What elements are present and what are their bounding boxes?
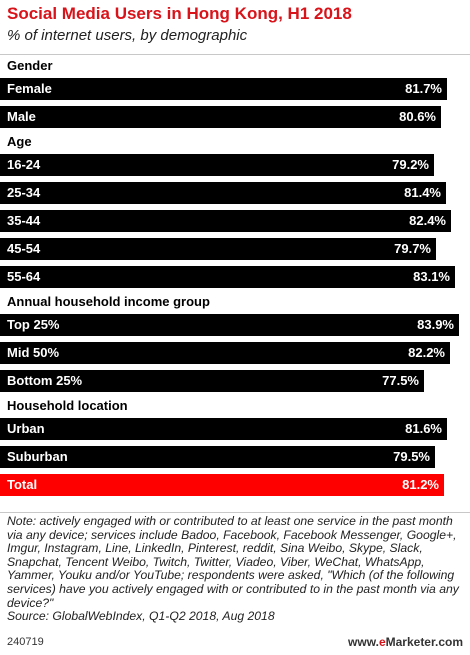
bar-category-label: Female — [7, 81, 52, 96]
bar-category-label: Total — [7, 477, 38, 492]
bar-value-label: 81.7% — [405, 81, 442, 96]
bar — [0, 154, 434, 176]
bar-category-label: 45-54 — [7, 241, 41, 256]
bar-chart: Gender Female 81.7% Male 80.6% Age 16-24 79.2% 2… — [0, 56, 470, 512]
bar-category-label: Top 25% — [7, 317, 60, 332]
bar — [0, 106, 441, 128]
note-text: Note: actively engaged with or contribut… — [7, 514, 459, 610]
bar-value-label: 83.9% — [417, 317, 454, 332]
bar-value-label: 77.5% — [382, 373, 419, 388]
bar — [0, 266, 455, 288]
bar — [0, 370, 424, 392]
bar — [0, 210, 451, 232]
group-heading: Gender — [7, 58, 53, 73]
bar — [0, 182, 446, 204]
chart-id: 240719 — [7, 636, 44, 648]
bar-category-label: 35-44 — [7, 213, 41, 228]
brand-suffix: Marketer.com — [385, 635, 463, 649]
bar-category-label: 55-64 — [7, 269, 41, 284]
chart-note: Note: actively engaged with or contribut… — [7, 514, 465, 624]
bar-value-label: 83.1% — [413, 269, 450, 284]
bar-category-label: Mid 50% — [7, 345, 60, 360]
chart-subtitle: % of internet users, by demographic — [7, 27, 248, 44]
bar — [0, 238, 436, 260]
group-heading: Household location — [7, 398, 128, 413]
bar — [0, 474, 444, 496]
chart-title: Social Media Users in Hong Kong, H1 2018 — [7, 4, 352, 23]
bar-value-label: 82.4% — [409, 213, 446, 228]
top-divider — [0, 54, 470, 55]
bar-category-label: 16-24 — [7, 157, 41, 172]
bar — [0, 446, 435, 468]
bar — [0, 418, 447, 440]
bar-category-label: Suburban — [7, 449, 68, 464]
bar-value-label: 81.4% — [404, 185, 441, 200]
brand-logo[interactable]: www.eMarketer.com — [348, 635, 463, 649]
bar-value-label: 81.6% — [405, 421, 442, 436]
bar-category-label: Male — [7, 109, 36, 124]
bar-value-label: 79.7% — [394, 241, 431, 256]
bar — [0, 342, 450, 364]
bar-value-label: 79.2% — [392, 157, 429, 172]
group-heading: Annual household income group — [7, 294, 210, 309]
brand-prefix: www. — [348, 635, 379, 649]
bar-category-label: Urban — [7, 421, 45, 436]
group-heading: Age — [7, 134, 32, 149]
bottom-divider — [0, 512, 470, 513]
bar — [0, 314, 459, 336]
bar-category-label: 25-34 — [7, 185, 41, 200]
bar-value-label: 81.2% — [402, 477, 439, 492]
source-text: Source: GlobalWebIndex, Q1-Q2 2018, Aug … — [7, 609, 275, 624]
bar — [0, 78, 447, 100]
bar-value-label: 82.2% — [408, 345, 445, 360]
brand-accent: e — [378, 635, 386, 649]
bar-value-label: 80.6% — [399, 109, 436, 124]
bar-value-label: 79.5% — [393, 449, 430, 464]
bar-category-label: Bottom 25% — [7, 373, 83, 388]
